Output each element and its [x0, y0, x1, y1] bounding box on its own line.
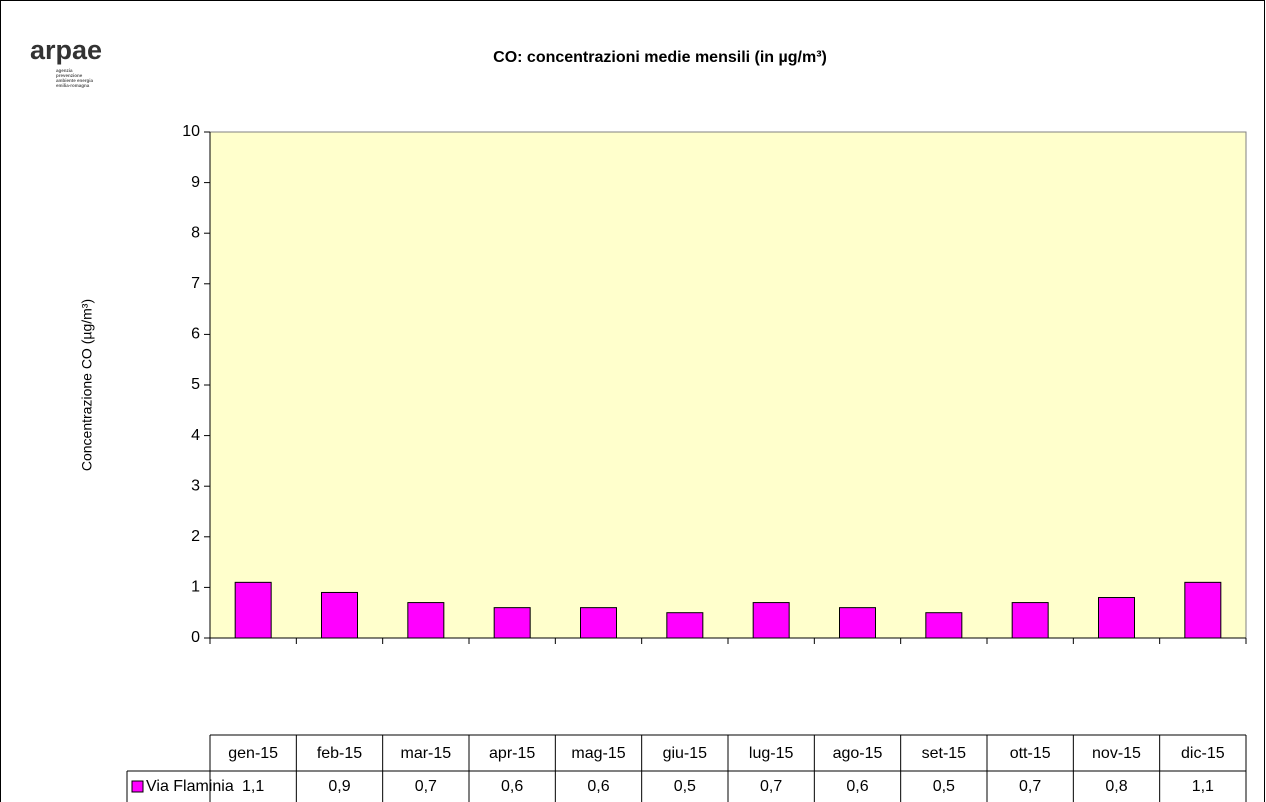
bar	[234, 581, 272, 639]
y-tick-label: 6	[191, 326, 200, 343]
x-tick-label: lug-15	[749, 745, 794, 762]
x-tick-label: nov-15	[1092, 745, 1141, 762]
x-tick-label: ago-15	[833, 745, 883, 762]
x-tick-label: apr-15	[489, 745, 535, 762]
x-tick-label: ott-15	[1010, 745, 1051, 762]
table-value: 0,5	[674, 778, 696, 795]
table-value: 1,1	[1192, 778, 1214, 795]
table-value: 0,6	[846, 778, 868, 795]
logo: arpae	[30, 35, 102, 65]
table-value: 0,9	[328, 778, 350, 795]
chart-title: CO: concentrazioni medie mensili (in µg/…	[493, 49, 827, 66]
bar	[1011, 602, 1049, 639]
bar	[407, 602, 445, 639]
x-tick-label: mag-15	[571, 745, 625, 762]
y-tick-label: 7	[191, 275, 200, 292]
x-tick-label: feb-15	[317, 745, 362, 762]
x-tick-label: mar-15	[400, 745, 451, 762]
bar	[580, 607, 617, 639]
y-tick-label: 5	[191, 376, 200, 393]
bar	[493, 607, 531, 639]
bar	[1098, 597, 1135, 639]
table-value: 0,7	[415, 778, 437, 795]
legend-swatch	[131, 780, 144, 793]
table-value: 1,1	[242, 778, 264, 795]
logo-line: agenzia	[56, 68, 73, 73]
y-axis-label: Concentrazione CO (µg/m³)	[79, 299, 95, 471]
y-tick-label: 4	[191, 427, 200, 444]
table-value: 0,6	[501, 778, 523, 795]
bar	[752, 602, 790, 639]
table-value: 0,7	[760, 778, 782, 795]
y-tick-label: 3	[191, 477, 200, 494]
y-tick-label: 10	[182, 123, 200, 140]
y-tick-label: 1	[191, 579, 200, 596]
table-value: 0,5	[933, 778, 955, 795]
y-tick-label: 0	[191, 629, 200, 646]
x-tick-label: giu-15	[663, 745, 708, 762]
legend-label: Via Flaminia	[146, 778, 234, 795]
bar	[925, 612, 963, 639]
logo-line: ambiente energia	[56, 78, 94, 83]
y-tick-label: 2	[191, 528, 200, 545]
table-value: 0,6	[587, 778, 609, 795]
bar	[1184, 581, 1222, 639]
y-tick-label: 8	[191, 224, 200, 241]
bar	[666, 612, 704, 639]
y-tick-label: 9	[191, 174, 200, 191]
table-value: 0,8	[1105, 778, 1127, 795]
bar	[839, 607, 876, 639]
bar	[321, 591, 358, 639]
x-tick-label: gen-15	[228, 745, 278, 762]
logo-line: emilia-romagna	[56, 83, 90, 88]
x-tick-label: dic-15	[1181, 745, 1225, 762]
x-tick-label: set-15	[922, 745, 967, 762]
table-value: 0,7	[1019, 778, 1041, 795]
plot-area	[209, 131, 1247, 639]
logo-line: prevenzione	[56, 73, 83, 78]
